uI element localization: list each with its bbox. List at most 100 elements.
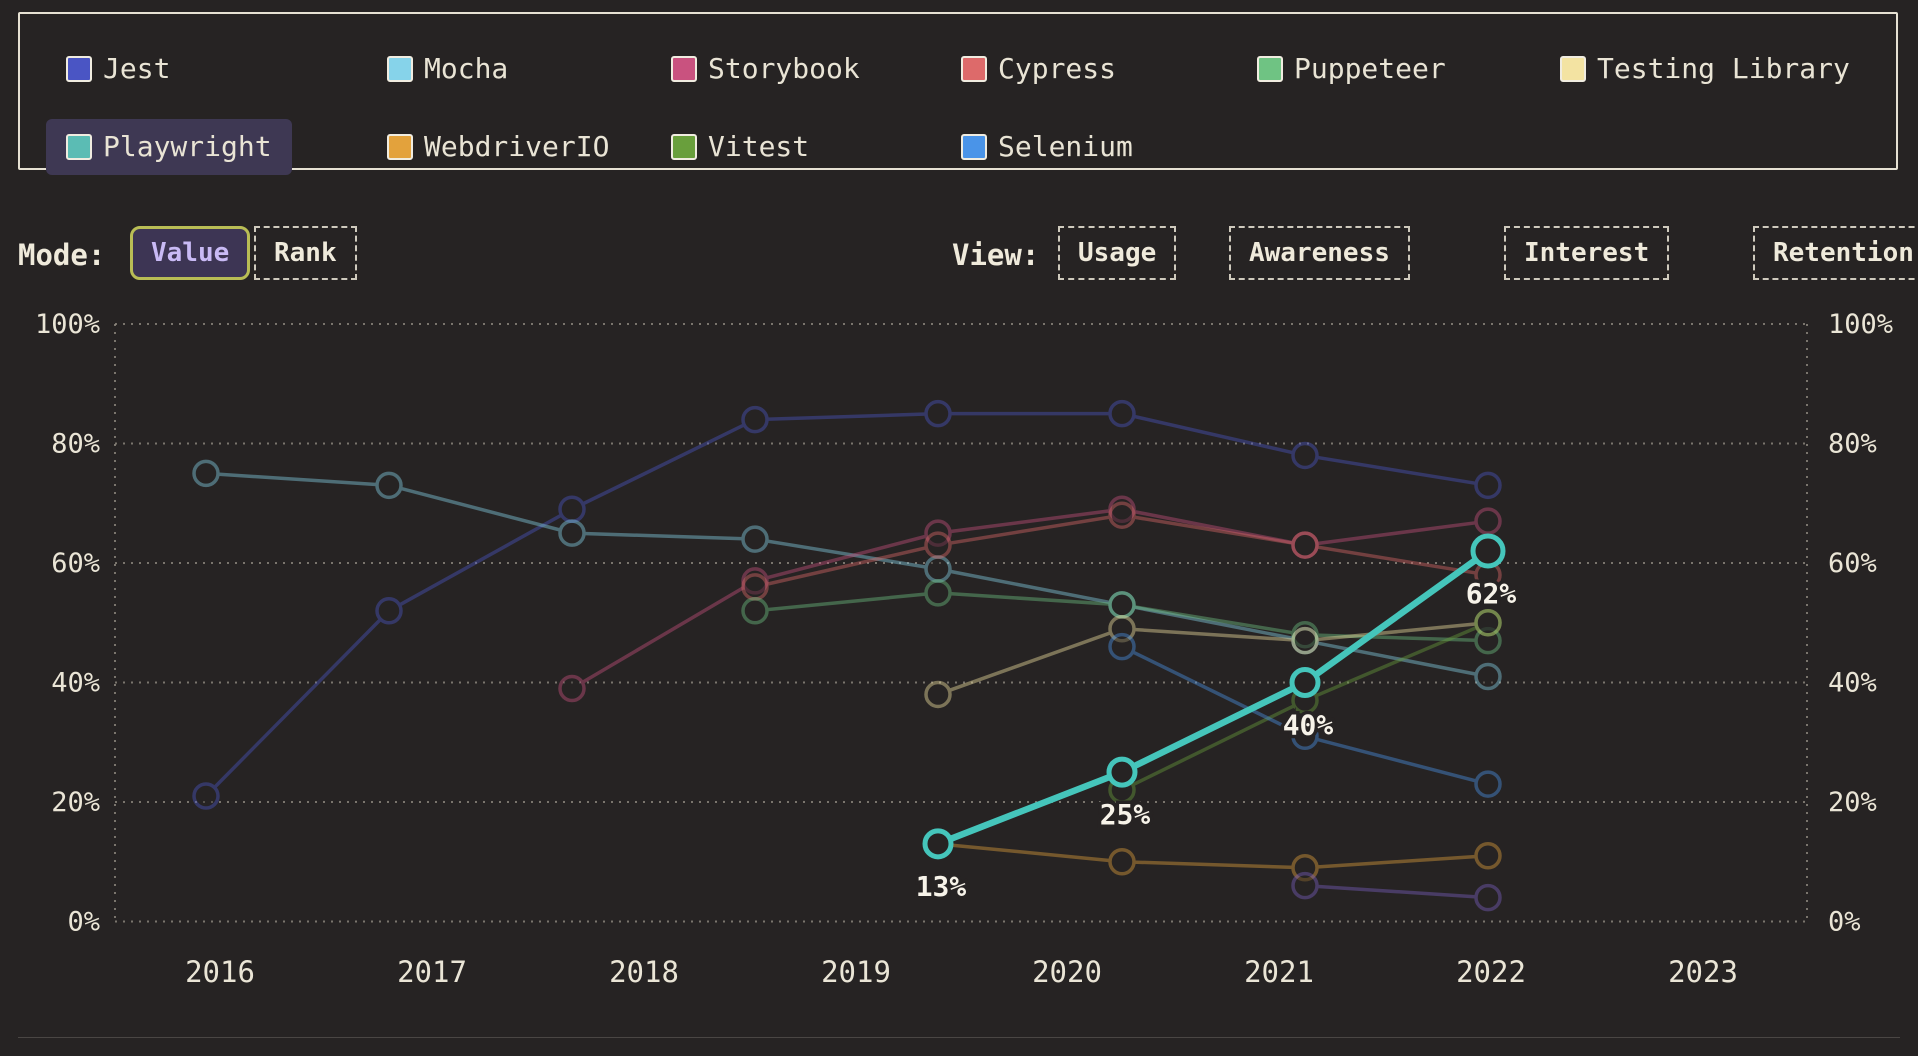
- data-point: [1291, 722, 1319, 751]
- svg-text:40%: 40%: [1828, 668, 1877, 699]
- data-point: [924, 399, 952, 428]
- legend: Jest Mocha Storybook Cypress Puppeteer Testin…: [18, 12, 1898, 175]
- data-point: [741, 525, 769, 553]
- svg-text:100%: 100%: [35, 309, 100, 340]
- legend-item-label: Cypress: [998, 52, 1117, 85]
- data-point: [375, 597, 403, 625]
- data-point: [1474, 507, 1502, 535]
- mode-button-value[interactable]: Value: [130, 226, 251, 280]
- svg-text:80%: 80%: [51, 429, 100, 460]
- data-point: [1474, 626, 1502, 655]
- view-button-retention[interactable]: Retention: [1753, 226, 1918, 280]
- legend-item-label: Mocha: [424, 52, 509, 85]
- legend-item-label: Selenium: [998, 130, 1133, 163]
- svg-text:80%: 80%: [1828, 429, 1877, 460]
- data-point: [1291, 531, 1319, 559]
- series-jest: [192, 399, 1502, 810]
- data-point: [741, 405, 769, 434]
- legend-item-playwright[interactable]: Playwright: [46, 119, 292, 175]
- legend-swatch: [671, 134, 697, 160]
- data-point: [741, 567, 769, 595]
- svg-text:100%: 100%: [1828, 309, 1893, 340]
- data-point: [924, 555, 952, 583]
- series-unlabeled-purple: [1291, 871, 1502, 912]
- x-axis-labels: 2016 2017 2018 2019 2020 2021 2022 2023: [185, 955, 1738, 989]
- svg-text:2016: 2016: [185, 955, 255, 989]
- legend-swatch: [671, 56, 697, 82]
- data-point: [1106, 756, 1138, 788]
- series-storybook: [558, 495, 1502, 703]
- data-point: [1108, 614, 1136, 643]
- data-point: [1474, 609, 1502, 637]
- legend-item-webdriverio[interactable]: WebdriverIO: [367, 119, 629, 175]
- svg-text:60%: 60%: [1828, 548, 1877, 579]
- data-point: [924, 519, 952, 547]
- legend-item-selenium[interactable]: Selenium: [941, 119, 1153, 175]
- data-point: [1291, 853, 1319, 882]
- data-point: [1291, 531, 1319, 559]
- series-mocha: [192, 459, 1502, 691]
- legend-item-label: Playwright: [103, 130, 272, 163]
- data-point: [558, 519, 586, 547]
- data-point: [1474, 609, 1502, 637]
- legend-item-jest[interactable]: Jest: [46, 41, 190, 97]
- data-point: [1108, 591, 1136, 619]
- legend-swatch: [387, 134, 413, 160]
- data-point: [1474, 883, 1502, 912]
- data-point: [192, 782, 220, 810]
- point-value-label: 62%: [1466, 577, 1517, 610]
- data-point: [1474, 471, 1502, 500]
- data-point: [1108, 591, 1136, 619]
- legend-swatch: [66, 134, 92, 160]
- data-point: [1108, 848, 1136, 876]
- svg-text:2018: 2018: [609, 955, 679, 989]
- mode-button-rank[interactable]: Rank: [254, 226, 357, 280]
- svg-text:2017: 2017: [397, 955, 467, 989]
- legend-item-vitest[interactable]: Vitest: [651, 119, 829, 175]
- legend-item-storybook[interactable]: Storybook: [651, 41, 880, 97]
- svg-text:2021: 2021: [1244, 955, 1314, 989]
- svg-text:40%: 40%: [51, 668, 100, 699]
- legend-item-mocha[interactable]: Mocha: [367, 41, 528, 97]
- data-point: [922, 828, 954, 860]
- data-point: [1289, 667, 1321, 698]
- data-point: [1291, 441, 1319, 470]
- legend-item-puppeteer[interactable]: Puppeteer: [1237, 41, 1466, 97]
- data-point: [1474, 662, 1502, 691]
- legend-item-label: Vitest: [708, 130, 810, 163]
- data-point: [1474, 842, 1502, 870]
- y-axis-labels: 0% 0% 20% 20% 40% 40% 60% 60% 80% 80% 100% 100%: [35, 309, 1893, 938]
- legend-item-cypress[interactable]: Cypress: [941, 41, 1136, 97]
- data-point: [1108, 495, 1136, 523]
- legend-swatch: [961, 134, 987, 160]
- svg-text:2023: 2023: [1668, 955, 1738, 989]
- series-selenium: [1108, 632, 1502, 798]
- legend-item-label: Testing Library: [1597, 52, 1850, 85]
- data-point: [924, 579, 952, 607]
- series-playwright[interactable]: 13% 25% 40% 62%: [912, 533, 1520, 906]
- svg-text:2022: 2022: [1456, 955, 1526, 989]
- view-button-interest[interactable]: Interest: [1504, 226, 1670, 280]
- data-point: [1291, 871, 1319, 900]
- data-point: [558, 674, 586, 703]
- legend-item-testing-library[interactable]: Testing Library: [1540, 41, 1870, 97]
- svg-text:2019: 2019: [821, 955, 891, 989]
- data-point: [741, 573, 769, 601]
- point-value-label: 40%: [1283, 709, 1334, 742]
- view-button-awareness[interactable]: Awareness: [1229, 226, 1410, 280]
- svg-text:20%: 20%: [51, 787, 100, 818]
- svg-text:0%: 0%: [67, 907, 100, 938]
- series-webdriverio: [924, 830, 1502, 882]
- svg-text:2020: 2020: [1032, 955, 1102, 989]
- view-button-usage[interactable]: Usage: [1058, 226, 1177, 280]
- series-cypress: [741, 501, 1502, 601]
- legend-item-label: Jest: [103, 52, 171, 85]
- legend-item-label: WebdriverIO: [424, 130, 610, 163]
- legend-item-label: Puppeteer: [1294, 52, 1446, 85]
- data-point: [1291, 620, 1319, 649]
- data-point: [1291, 626, 1319, 655]
- data-point: [1108, 399, 1136, 428]
- legend-swatch: [66, 56, 92, 82]
- series-testing-library: [924, 609, 1502, 709]
